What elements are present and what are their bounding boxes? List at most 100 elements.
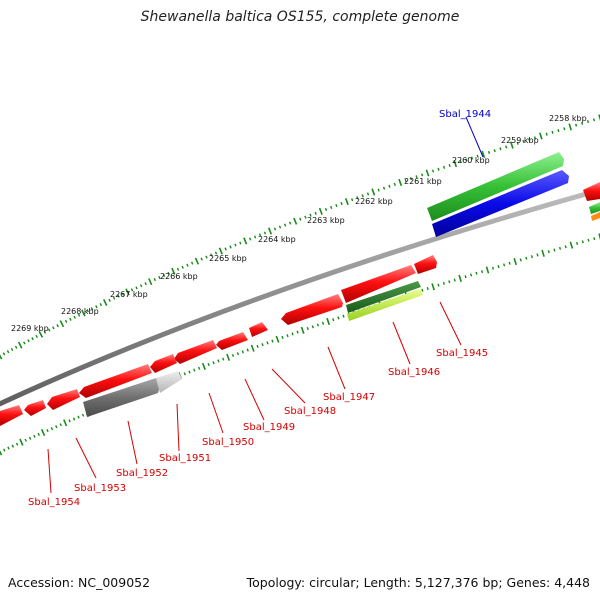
scale-major-tick [0,354,3,360]
gene-feature-darkgreen[interactable] [346,281,421,313]
genome-summary-text: Topology: circular; Length: 5,127,376 bp… [246,575,590,590]
scale-minor-tick [81,413,85,417]
scale-minor-tick [231,353,235,358]
scale-minor-tick [234,243,237,247]
scale-minor-tick [388,184,391,188]
scale-minor-tick [533,136,537,140]
inner-scale-ring [0,233,600,456]
scale-minor-tick [24,438,27,442]
scale-minor-tick [448,163,451,168]
scale-minor-tick [33,434,36,438]
scale-minor-tick [575,123,578,127]
gene-feature-red[interactable] [0,405,23,426]
scale-minor-tick [183,372,186,376]
scale-minor-tick [306,326,309,331]
scale-minor-tick [77,313,81,317]
scale-minor-tick [415,175,418,179]
gene-label[interactable]: Sbal_1951 [159,453,211,464]
scale-minor-tick [547,250,550,254]
gene-feature-red-edge[interactable] [583,182,600,201]
scale-minor-tick [382,186,386,190]
scale-major-tick [218,247,223,255]
scale-minor-tick [563,127,566,131]
gene-label[interactable]: Sbal_1947 [323,392,375,403]
gene-feature-lime[interactable] [347,289,423,321]
scale-minor-tick [261,343,264,347]
scale-minor-tick [508,261,511,265]
scale-major-tick [63,419,68,427]
scale-minor-tick [314,211,317,215]
leader-line [176,403,180,452]
scale-minor-tick [55,425,58,429]
scale-minor-tick [361,194,364,198]
gene-label[interactable]: Sbal_1952 [116,468,168,479]
gene-feature-red[interactable] [216,332,248,350]
scale-minor-tick [476,154,479,158]
scale-major-tick [485,266,490,274]
gene-feature-red[interactable] [414,255,437,274]
gene-feature-red[interactable] [249,322,268,337]
scale-minor-tick [77,415,80,419]
scale-minor-tick [431,169,435,173]
scale-minor-tick [112,296,116,300]
gene-label[interactable]: Sbal_1946 [388,367,440,378]
scale-minor-tick [72,417,76,421]
scale-minor-tick [332,318,335,322]
scale-minor-tick [503,263,506,267]
scale-major-tick [510,141,514,149]
scale-minor-tick [286,334,289,338]
scale-minor-tick [217,359,220,363]
scale-minor-tick [162,273,166,277]
scale-major-tick [275,335,280,343]
leader-line [439,301,462,346]
scale-minor-tick [516,141,519,145]
scale-minor-tick [404,178,407,183]
scale-minor-tick [330,205,333,210]
scale-minor-tick [214,251,218,255]
gene-feature-orange-edge[interactable] [591,212,600,221]
gene-feature-red[interactable] [24,400,46,416]
gene-feature-green[interactable] [427,152,564,221]
scale-minor-tick [553,248,556,252]
scale-minor-tick [224,247,227,251]
scale-minor-tick [528,138,531,142]
leader-line [208,392,224,434]
scale-minor-tick [271,339,274,343]
scale-minor-tick [420,173,424,177]
gene-feature-green-edge[interactable] [589,202,600,214]
accession-text: Accession: NC_009052 [8,575,151,590]
gene-label[interactable]: Sbal_1954 [28,497,80,508]
gene-feature-lightgray[interactable] [156,371,182,393]
gene-label[interactable]: Sbal_1949 [243,422,295,433]
gene-feature-red[interactable] [341,265,416,303]
gene-label[interactable]: Sbal_1950 [202,437,254,448]
gene-feature-blue[interactable] [432,170,569,237]
scale-major-tick [569,241,574,249]
scale-minor-tick [559,246,562,250]
gene-label[interactable]: Sbal_1948 [284,406,336,417]
scale-minor-tick [464,275,467,279]
gene-label[interactable]: Sbal_1945 [436,348,488,359]
scale-minor-tick [135,286,138,290]
gene-feature-red[interactable] [281,294,343,325]
gene-feature-red[interactable] [150,354,177,373]
scale-minor-tick [564,245,567,249]
scale-major-tick [513,257,517,266]
scale-minor-tick [342,314,345,318]
gene-feature-red[interactable] [47,389,80,410]
gene-label[interactable]: Sbal_1944 [439,109,491,120]
scale-minor-tick [266,341,269,345]
scale-minor-tick [11,444,15,448]
scale-major-tick [431,283,435,291]
scale-minor-tick [3,448,6,452]
scale-major-tick [267,227,273,235]
scale-major-tick [201,362,206,370]
scale-minor-tick [557,129,560,133]
scale-minor-tick [2,352,6,356]
gene-label[interactable]: Sbal_1953 [74,483,126,494]
scale-major-tick [425,169,430,177]
gene-feature-red[interactable] [174,340,217,364]
scale-minor-tick [205,255,208,259]
gene-feature-red[interactable] [79,364,152,398]
gene-feature-gray[interactable] [83,378,160,417]
